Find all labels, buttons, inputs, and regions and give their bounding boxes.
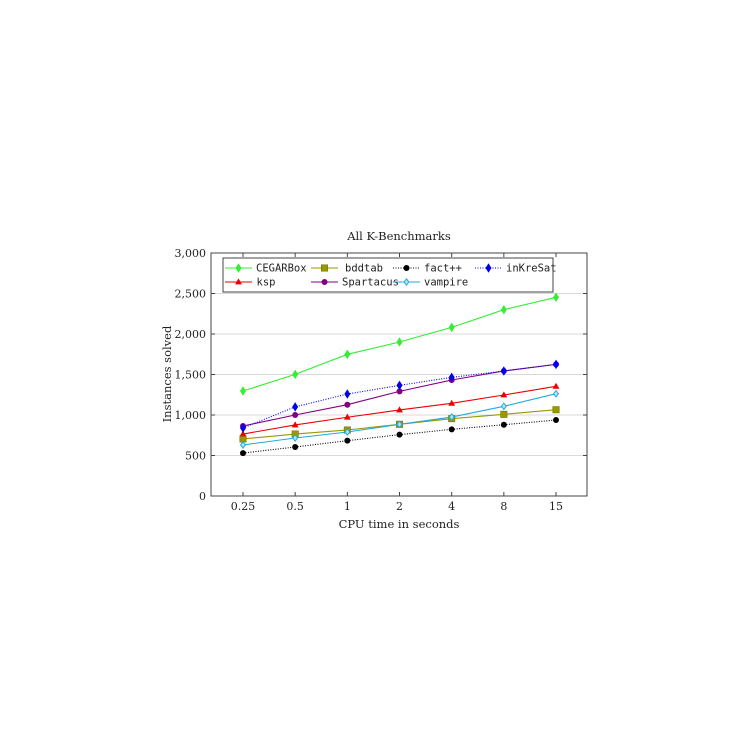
y-axis-label: Instances solved	[160, 325, 174, 422]
x-tick-label: 15	[549, 500, 563, 513]
series-inkresat	[240, 359, 560, 433]
x-tick-label: 0.5	[286, 500, 304, 513]
series-cegarbox	[240, 292, 560, 396]
x-axis-label: CPU time in seconds	[339, 517, 460, 531]
gridlines	[211, 293, 587, 456]
legend-item-fact-: fact++	[393, 263, 462, 275]
y-tick-label: 2,000	[175, 328, 207, 341]
series-vampire	[239, 389, 560, 450]
legend-label: inKreSat	[506, 263, 557, 275]
series-spartacus	[240, 361, 560, 430]
legend-label: bddtab	[345, 263, 383, 275]
y-tick-label: 3,000	[175, 247, 207, 260]
series-ksp	[239, 382, 560, 437]
legend-label: vampire	[424, 277, 468, 289]
x-tick-label: 1	[344, 500, 351, 513]
legend-item-cegarbox: CEGARBox	[225, 263, 307, 275]
y-tick-label: 1,500	[175, 369, 207, 382]
y-tick-label: 1,000	[175, 409, 207, 422]
legend-item-ksp: ksp	[225, 277, 275, 289]
y-tick-label: 0	[199, 490, 206, 503]
y-tick-label: 500	[185, 450, 206, 463]
legend-label: ksp	[257, 277, 276, 289]
legend-item-bddtab: bddtab	[311, 263, 383, 275]
x-tick-label: 4	[448, 500, 455, 513]
data-series	[239, 292, 560, 457]
legend-label: CEGARBox	[256, 263, 307, 275]
y-tick-label: 2,500	[175, 288, 207, 301]
x-tick-label: 2	[396, 500, 403, 513]
series-fact-	[240, 417, 560, 457]
plot-frame	[210, 252, 588, 497]
legend-label: fact++	[424, 263, 462, 275]
legend-item-spartacus: Spartacus	[311, 277, 399, 289]
y-axis: 0 500 1,000 1,500 2,000 2,500 3,000	[175, 247, 587, 503]
x-tick-label: 0.25	[231, 500, 256, 513]
legend-item-inkresat: inKreSat	[475, 263, 557, 275]
chart-title: All K-Benchmarks	[346, 229, 451, 243]
legend-item-vampire: vampire	[393, 277, 468, 289]
legend: CEGARBox bddtab fact++ inKreSat ksp Spartacus…	[222, 257, 557, 293]
x-tick-label: 8	[500, 500, 507, 513]
legend-label: Spartacus	[342, 277, 399, 289]
x-axis: 0.25 0.5 1 2 4 8 15	[231, 253, 563, 513]
